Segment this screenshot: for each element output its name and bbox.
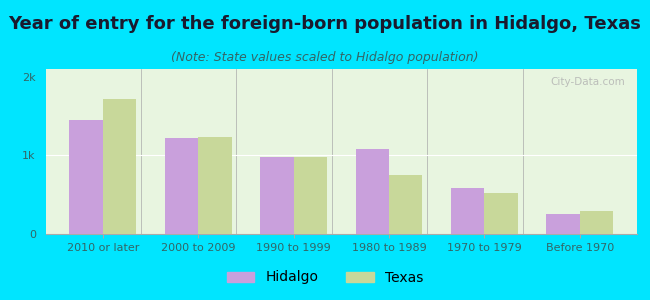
Bar bbox=[164, 138, 198, 234]
Bar bbox=[294, 157, 327, 234]
Bar bbox=[198, 136, 231, 234]
Text: (Note: State values scaled to Hidalgo population): (Note: State values scaled to Hidalgo po… bbox=[171, 51, 479, 64]
Bar bbox=[70, 120, 103, 234]
Bar bbox=[389, 175, 422, 234]
Bar bbox=[484, 193, 518, 234]
Text: Year of entry for the foreign-born population in Hidalgo, Texas: Year of entry for the foreign-born popul… bbox=[8, 15, 642, 33]
Bar bbox=[356, 149, 389, 234]
Bar bbox=[103, 99, 136, 234]
Bar bbox=[547, 214, 580, 234]
Legend: Hidalgo, Texas: Hidalgo, Texas bbox=[221, 265, 429, 290]
Bar bbox=[451, 188, 484, 234]
Text: City-Data.com: City-Data.com bbox=[551, 77, 625, 87]
Bar bbox=[580, 211, 613, 234]
Bar bbox=[260, 157, 294, 234]
